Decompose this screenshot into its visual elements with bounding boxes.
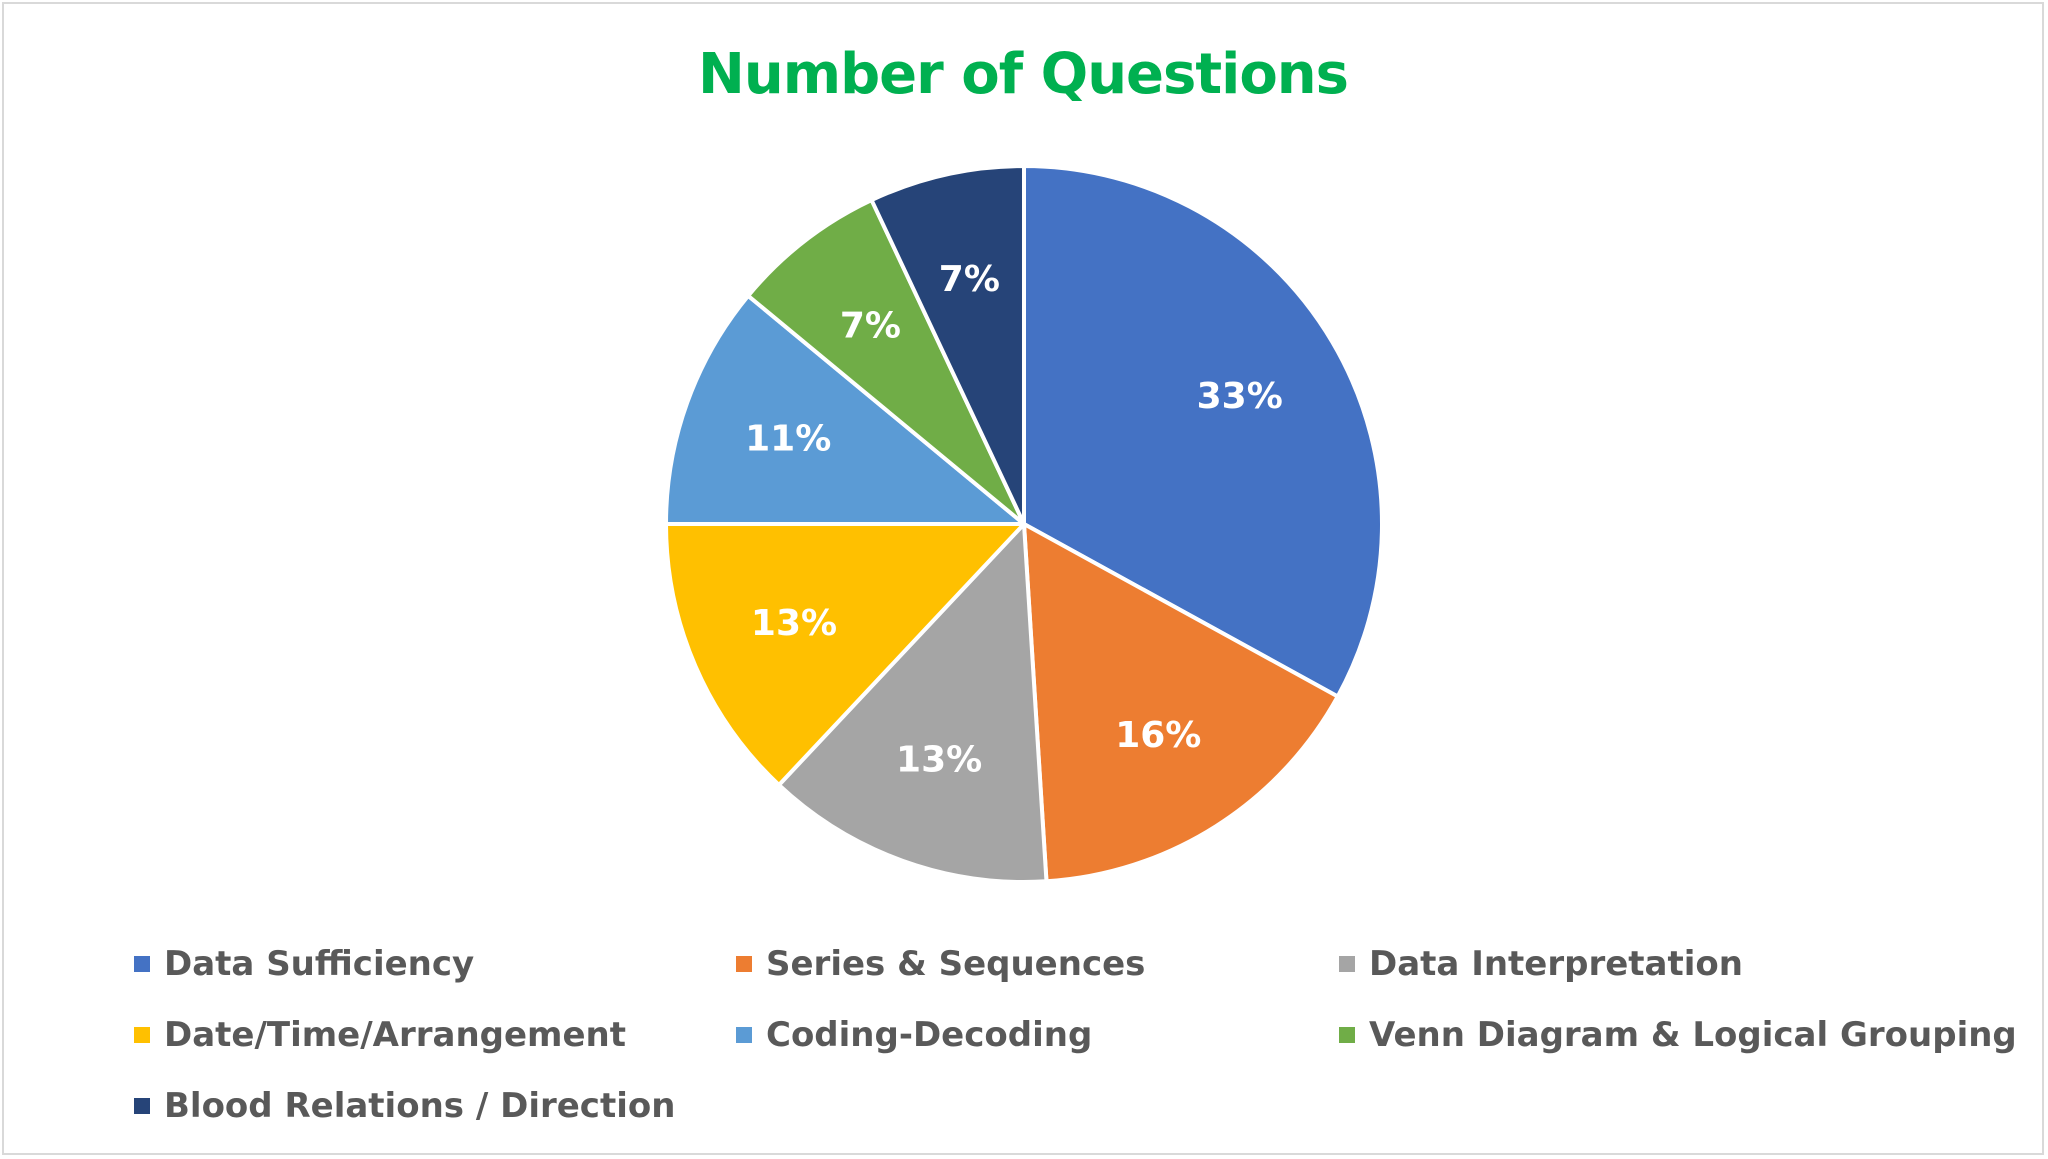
pie-slice-1	[1022, 164, 1384, 699]
legend-swatch	[134, 1098, 150, 1114]
data-label-4: 13%	[751, 603, 837, 644]
data-label-7: 7%	[939, 259, 1000, 300]
legend-item-5: Coding-Decoding	[736, 1010, 1092, 1060]
legend-item-6: Venn Diagram & Logical Grouping	[1339, 1010, 2017, 1060]
legend-swatch	[134, 1027, 150, 1043]
legend-swatch	[1339, 956, 1355, 972]
data-label-6: 7%	[840, 305, 901, 346]
legend-label: Blood Relations / Direction	[164, 1086, 676, 1126]
legend-item-4: Date/Time/Arrangement	[134, 1010, 626, 1060]
pie-slice-6	[746, 198, 1026, 526]
data-label-3: 13%	[896, 739, 982, 780]
pie-slice-4	[664, 522, 1026, 787]
legend-swatch	[134, 956, 150, 972]
legend-label: Coding-Decoding	[766, 1015, 1093, 1055]
legend-label: Venn Diagram & Logical Grouping	[1369, 1015, 2017, 1055]
legend-item-3: Data Interpretation	[1339, 939, 1743, 989]
legend-swatch	[736, 956, 752, 972]
chart-title: Number of Questions	[697, 42, 1349, 107]
legend-label: Date/Time/Arrangement	[164, 1015, 626, 1055]
data-label-1: 33%	[1197, 376, 1283, 417]
pie-chart: 33% 16% 13% 13% 11% 7% 7%	[664, 164, 1384, 884]
data-label-5: 11%	[745, 419, 831, 460]
pie-slice-2	[1022, 522, 1340, 884]
legend-swatch	[736, 1027, 752, 1043]
pie-slice-5	[664, 293, 1026, 526]
legend-label: Data Interpretation	[1369, 944, 1743, 984]
data-label-2: 16%	[1115, 715, 1201, 756]
pie-slice-3	[776, 522, 1049, 884]
pie-slice-7	[869, 164, 1026, 526]
legend-item-7: Blood Relations / Direction	[134, 1081, 675, 1131]
legend-item-1: Data Sufficiency	[134, 939, 474, 989]
legend-label: Data Sufficiency	[164, 944, 475, 984]
legend-label: Series & Sequences	[766, 944, 1146, 984]
legend-item-2: Series & Sequences	[736, 939, 1145, 989]
legend-swatch	[1339, 1027, 1355, 1043]
